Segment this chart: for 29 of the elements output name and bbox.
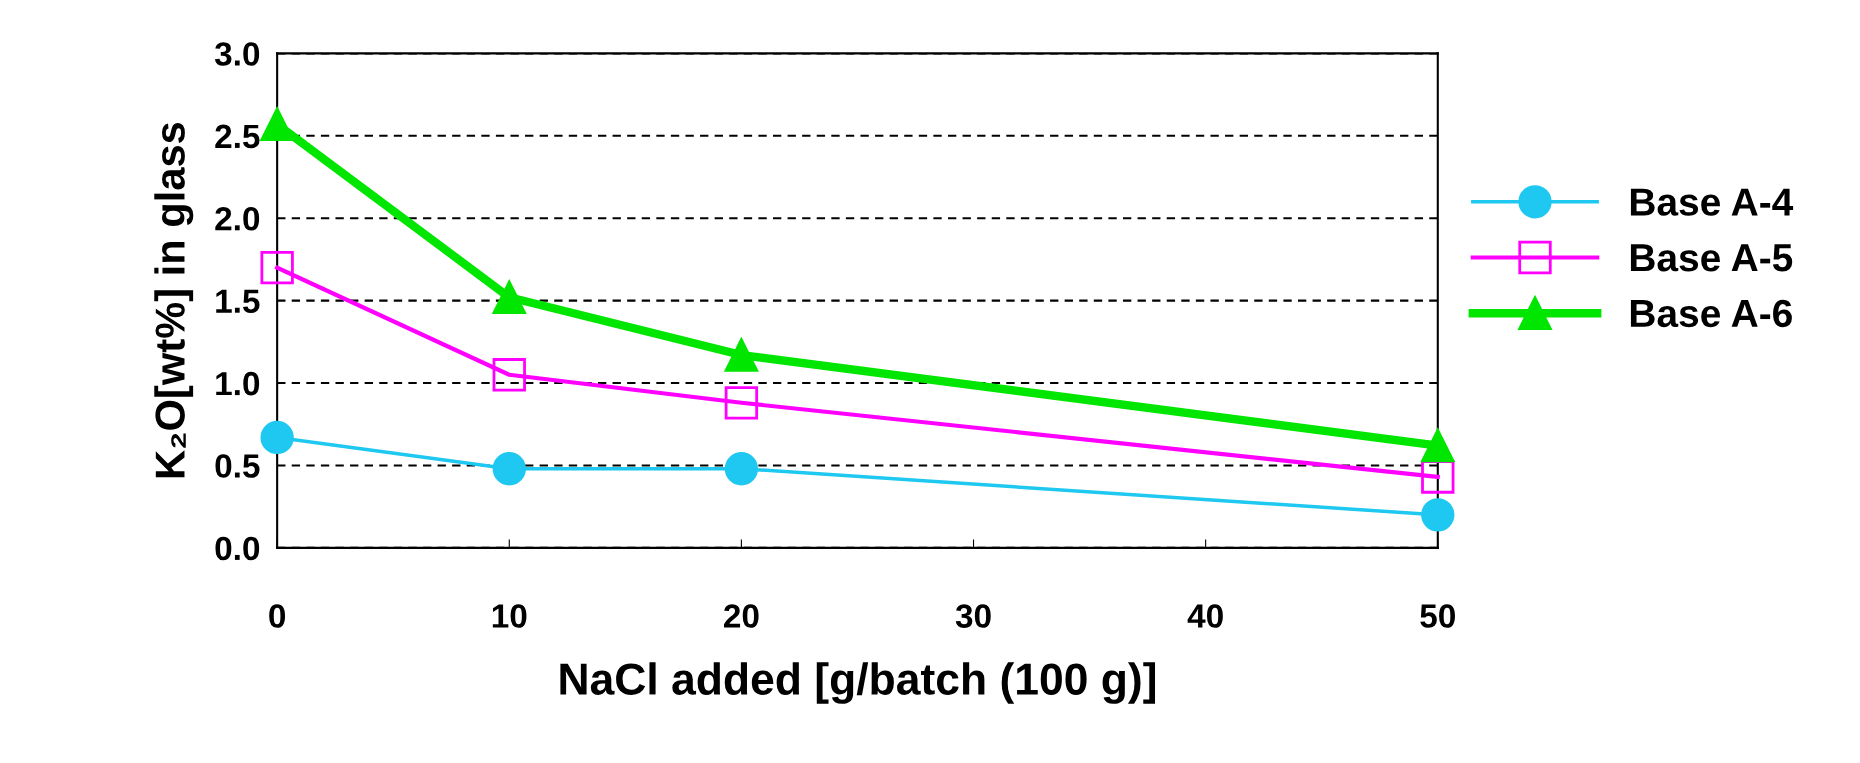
x-tick-label: 30 [955, 604, 991, 628]
x-tick-label: 0 [269, 604, 286, 628]
point [492, 358, 526, 392]
y-tick-label: 0.5 [215, 454, 260, 478]
y-tick-label: 1.5 [216, 289, 260, 314]
x-tick-label: 40 [1187, 604, 1223, 628]
point [724, 452, 759, 486]
y-axis-title: K₂O[wt%] in glass [154, 122, 194, 478]
y-tick-label: 2.5 [215, 124, 260, 149]
point [1421, 428, 1455, 463]
point [492, 280, 526, 314]
point [260, 420, 294, 455]
y-tick-label: 2.0 [215, 207, 260, 231]
legend-label: Base A-6 [1630, 299, 1792, 328]
y-tick-label: 0.0 [215, 536, 260, 561]
legend-label: Base A-5 [1630, 244, 1793, 272]
point [260, 107, 294, 141]
point [492, 452, 526, 486]
y-tick-label: 1.0 [216, 371, 260, 396]
point [724, 386, 759, 420]
y-tick-label: 3.0 [214, 42, 260, 66]
x-tick-label: 20 [724, 604, 759, 628]
point [260, 250, 294, 285]
point [724, 338, 759, 372]
x-tick-label: 50 [1420, 604, 1455, 628]
point [1421, 498, 1455, 532]
legend-label: Base A-4 [1630, 188, 1794, 216]
x-axis-title: NaCl added [g/batch (100 g)] [560, 662, 1156, 704]
x-tick-label: 10 [492, 604, 527, 628]
